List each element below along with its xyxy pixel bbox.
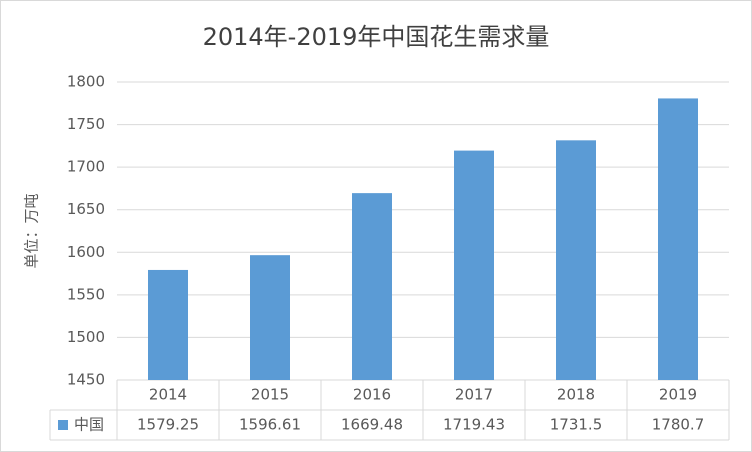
y-tick-label: 1750 — [67, 115, 105, 133]
legend-label: 中国 — [74, 416, 104, 434]
table-value: 1780.7 — [652, 416, 705, 434]
y-tick-label: 1600 — [67, 243, 105, 261]
x-tick-label: 2016 — [353, 386, 391, 404]
table-value: 1719.43 — [443, 416, 505, 434]
y-tick-label: 1550 — [67, 285, 105, 303]
chart-title: 2014年-2019年中国花生需求量 — [203, 23, 550, 51]
table-value: 1669.48 — [341, 416, 403, 434]
x-tick-label: 2019 — [659, 386, 697, 404]
y-tick-label: 1700 — [67, 158, 105, 176]
x-tick-label: 2017 — [455, 386, 493, 404]
x-tick-label: 2018 — [557, 386, 595, 404]
x-tick-label: 2015 — [251, 386, 289, 404]
bar — [556, 140, 596, 380]
y-tick-label: 1650 — [67, 200, 105, 218]
y-tick-label: 1500 — [67, 328, 105, 346]
table-value: 1596.61 — [239, 416, 301, 434]
bar — [454, 150, 494, 380]
y-axis-label: 单位：万吨 — [23, 193, 41, 268]
bar — [352, 193, 392, 380]
bar — [148, 269, 188, 380]
bar — [250, 255, 290, 380]
bar — [658, 98, 698, 381]
x-tick-label: 2014 — [149, 386, 187, 404]
y-tick-label: 1800 — [67, 73, 105, 91]
legend-key — [58, 420, 68, 430]
y-tick-label: 1450 — [67, 371, 105, 389]
table-value: 1731.5 — [550, 416, 603, 434]
table-value: 1579.25 — [137, 416, 199, 434]
